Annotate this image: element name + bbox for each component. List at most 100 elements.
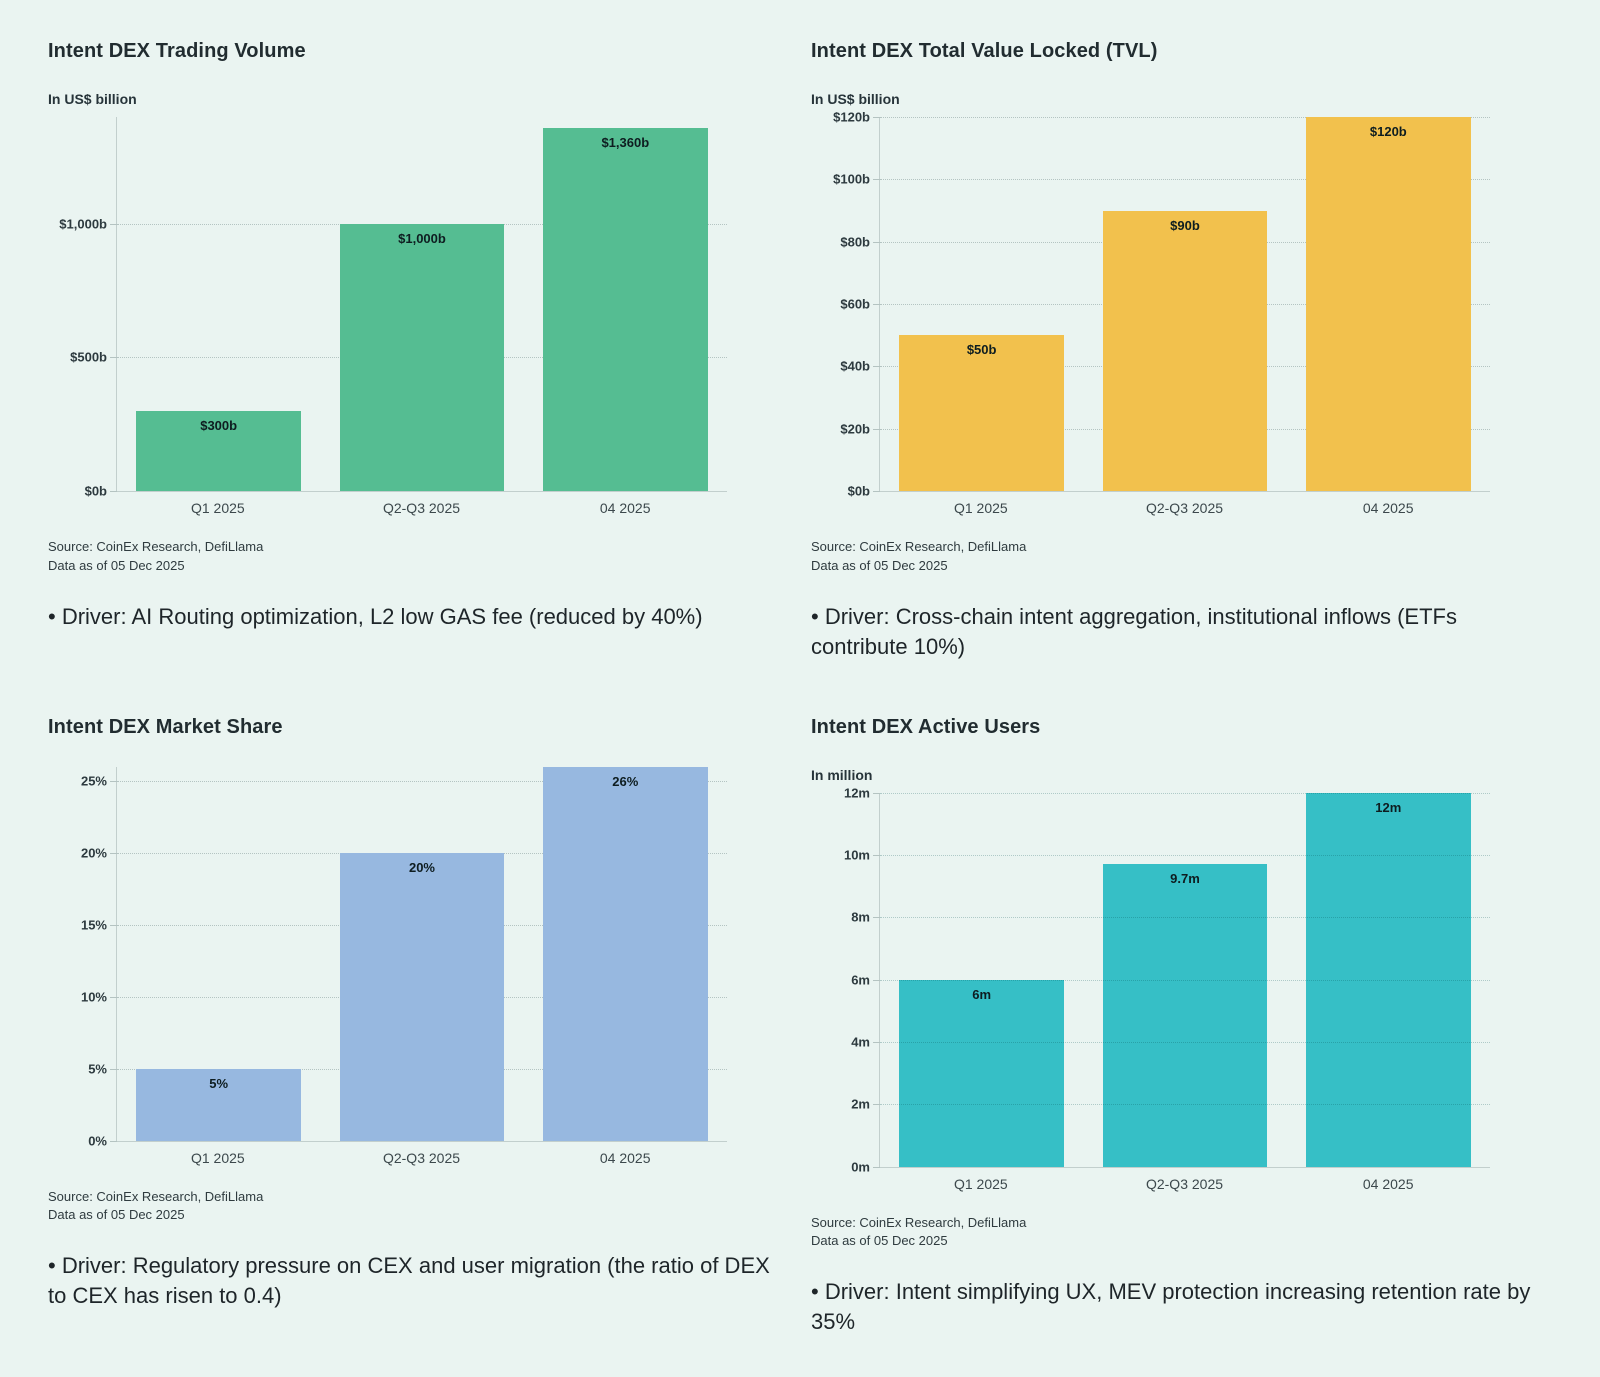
x-tick-label: Q2-Q3 2025 <box>1145 1175 1224 1192</box>
y-tick-label: 0% <box>88 1133 107 1148</box>
driver-note: • Driver: Regulatory pressure on CEX and… <box>48 1253 770 1309</box>
y-tick-mark <box>873 792 880 794</box>
source-line: Source: CoinEx Research, DefiLlama <box>48 539 264 554</box>
bar-value-label: $90b <box>1170 217 1200 233</box>
data-as-of-line: Data as of 05 Dec 2025 <box>48 557 185 573</box>
x-axis-labels: Q1 2025 Q2-Q3 2025 04 2025 <box>879 1176 1490 1192</box>
x-axis-labels: Q1 2025 Q2-Q3 2025 04 2025 <box>879 500 1490 516</box>
data-as-of-line: Data as of 05 Dec 2025 <box>48 1207 185 1223</box>
chart-panel-market-share: Intent DEX Market Share 0% 5% 10% 15% 20% 25%… <box>48 716 785 1338</box>
bar-value-label: 26% <box>612 773 639 789</box>
data-as-of-line: Data as of 05 Dec 2025 <box>811 1233 948 1249</box>
bar-value-label: $1,360b <box>601 134 650 150</box>
y-tick-mark <box>873 366 880 368</box>
y-tick-label: $0b <box>84 483 107 499</box>
bar: 12m <box>1305 792 1471 1167</box>
chart-panel-trading-volume: Intent DEX Trading Volume In US$ billion… <box>48 40 785 662</box>
y-tick-mark <box>873 491 880 492</box>
gridline <box>117 780 727 782</box>
y-tick-mark <box>873 117 880 118</box>
y-tick-label: $100b <box>833 171 870 187</box>
chart-panel-active-users: Intent DEX Active Users In million 0m 2m 4… <box>811 716 1548 1338</box>
gridline <box>880 1041 1490 1043</box>
bar-value-label: 12m <box>1375 799 1402 815</box>
bar: $50b <box>899 335 1064 491</box>
plot-area: $0b $20b $40b $60b $80b $100b $120b $50b $90b $12… <box>833 110 1490 499</box>
y-tick-mark <box>110 223 117 225</box>
bar-value-label: $50b <box>966 342 997 358</box>
gridline <box>880 179 1490 181</box>
bar-value-label: $120b <box>1369 124 1407 139</box>
bar-value-label: 5% <box>209 1075 229 1091</box>
bars-container: 5% 20% 26% <box>117 766 727 1141</box>
bar: $1,360b <box>542 127 708 491</box>
chart-panel-tvl: Intent DEX Total Value Locked (TVL) In U… <box>811 40 1548 662</box>
source-line: Source: CoinEx Research, DefiLlama <box>48 1188 264 1204</box>
data-as-of-line: Data as of 05 Dec 2025 <box>811 557 948 573</box>
x-tick-label: Q1 2025 <box>953 1175 1008 1192</box>
y-tick-mark <box>110 491 117 492</box>
y-tick-label: 10% <box>80 989 107 1005</box>
bar: 6m <box>899 979 1064 1167</box>
y-tick-mark <box>873 304 880 305</box>
y-tick-mark <box>873 1104 880 1106</box>
x-tick-label: Q1 2025 <box>190 1149 245 1166</box>
gridline <box>880 854 1490 856</box>
plot-area: 0m 2m 4m 6m 8m 10m 12m 6m 9.7m 12m <box>844 785 1490 1174</box>
bar: 26% <box>542 766 708 1141</box>
y-tick-mark <box>110 852 117 854</box>
y-tick-label: $40b <box>840 358 870 374</box>
x-tick-label: 04 2025 <box>599 1149 651 1166</box>
source-block: Source: CoinEx Research, DefiLlama Data … <box>48 538 785 576</box>
bar: 20% <box>339 852 505 1141</box>
chart-title: Intent DEX Market Share <box>48 715 283 738</box>
source-block: Source: CoinEx Research, DefiLlama Data … <box>48 1188 785 1226</box>
axis-unit-label: In US$ billion <box>48 91 137 107</box>
y-tick-mark <box>873 1166 880 1168</box>
gridline <box>880 117 1490 118</box>
bar: $90b <box>1102 210 1268 491</box>
x-axis-labels: Q1 2025 Q2-Q3 2025 04 2025 <box>116 1150 727 1166</box>
axis-unit-label: In million <box>811 766 873 783</box>
bar-value-label: 6m <box>972 986 992 1002</box>
chart-title: Intent DEX Trading Volume <box>48 40 306 62</box>
y-tick-label: 5% <box>88 1061 107 1077</box>
driver-note: • Driver: Intent simplifying UX, MEV pro… <box>811 1279 1531 1335</box>
y-tick-label: 25% <box>80 773 107 789</box>
plot-area: 0% 5% 10% 15% 20% 25% 5% 20% 26% <box>81 766 727 1148</box>
y-tick-mark <box>873 428 880 430</box>
bar: $120b <box>1305 117 1471 491</box>
y-tick-mark <box>873 1041 880 1043</box>
source-line: Source: CoinEx Research, DefiLlama <box>811 1214 1027 1230</box>
x-tick-label: 04 2025 <box>1362 1175 1414 1192</box>
y-tick-label: 10m <box>843 847 870 863</box>
chart-title: Intent DEX Active Users <box>811 715 1041 738</box>
gridline <box>880 792 1490 794</box>
y-tick-mark <box>873 854 880 856</box>
y-tick-mark <box>110 1068 117 1070</box>
bar-value-label: $1,000b <box>398 230 446 246</box>
source-line: Source: CoinEx Research, DefiLlama <box>811 539 1027 554</box>
bars-container: $300b $1,000b $1,360b <box>117 117 727 491</box>
bars-container: 6m 9.7m 12m <box>880 792 1490 1167</box>
y-tick-mark <box>873 241 880 243</box>
y-tick-label: 8m <box>851 909 870 925</box>
y-tick-mark <box>873 917 880 919</box>
y-tick-mark <box>110 780 117 782</box>
y-tick-label: 2m <box>851 1096 870 1112</box>
plot-area: $0b $500b $1,000b $300b $1,000b $1,360b <box>59 117 727 499</box>
x-tick-label: Q2-Q3 2025 <box>382 500 461 516</box>
y-tick-label: $80b <box>840 234 870 250</box>
driver-note: • Driver: AI Routing optimization, L2 lo… <box>48 603 703 629</box>
y-tick-label: 15% <box>80 917 107 933</box>
chart-title: Intent DEX Total Value Locked (TVL) <box>811 40 1158 62</box>
driver-note: • Driver: Cross-chain intent aggregation… <box>811 603 1457 659</box>
gridline <box>880 1104 1490 1106</box>
bars-container: $50b $90b $120b <box>880 117 1490 491</box>
bar-value-label: $300b <box>200 417 238 433</box>
bar-value-label: 20% <box>408 859 435 875</box>
y-tick-mark <box>110 357 117 359</box>
y-tick-mark <box>110 1140 117 1142</box>
y-tick-label: $0b <box>847 483 870 499</box>
y-tick-label: 4m <box>851 1034 870 1050</box>
